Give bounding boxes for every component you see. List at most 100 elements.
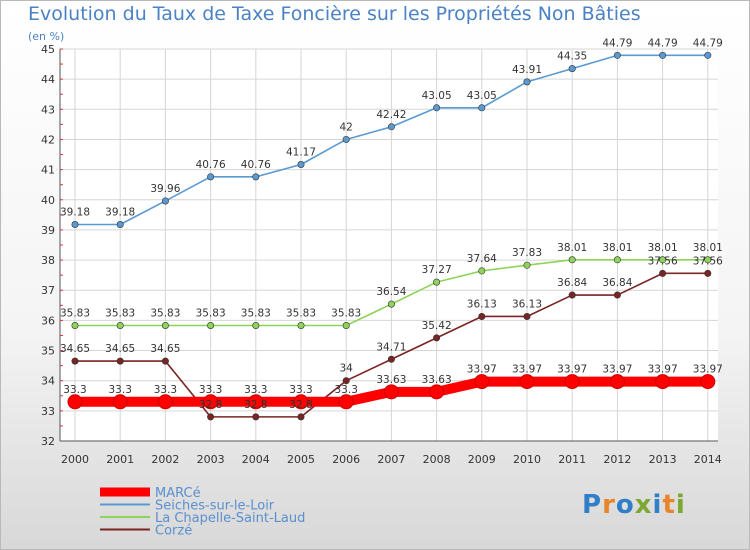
data-label: 35.83 — [331, 308, 361, 320]
data-point — [613, 256, 621, 264]
data-point — [433, 334, 441, 342]
y-tick-label: 32 — [41, 435, 55, 448]
data-point — [659, 269, 667, 277]
y-tick-label: 34 — [41, 375, 55, 388]
data-label: 32.8 — [199, 399, 222, 411]
data-point — [478, 267, 486, 275]
data-label: 33.97 — [648, 364, 678, 376]
data-label: 35.83 — [150, 308, 180, 320]
x-tick-label: 2002 — [151, 453, 179, 466]
data-point — [609, 374, 625, 390]
data-point — [700, 374, 716, 390]
data-label: 34.65 — [150, 343, 180, 355]
data-point — [613, 291, 621, 299]
data-label: 33.3 — [199, 384, 222, 396]
data-label: 35.83 — [241, 308, 271, 320]
data-point — [659, 51, 667, 59]
data-point — [433, 104, 441, 112]
data-label: 33.3 — [289, 384, 312, 396]
data-point — [297, 322, 305, 330]
data-label: 32.8 — [289, 399, 312, 411]
data-label: 37.56 — [648, 255, 678, 267]
data-label: 33.97 — [512, 364, 542, 376]
unit-label: (en %) — [28, 30, 65, 43]
data-point — [338, 394, 354, 410]
data-label: 32.8 — [244, 399, 267, 411]
x-tick-label: 2006 — [332, 453, 360, 466]
data-point — [523, 261, 531, 269]
x-tick-label: 2000 — [61, 453, 89, 466]
data-label: 33.97 — [467, 364, 497, 376]
data-point — [252, 173, 260, 181]
y-tick-label: 37 — [41, 284, 55, 297]
chart-title: Evolution du Taux de Taxe Foncière sur l… — [28, 3, 641, 25]
data-label: 44.79 — [648, 37, 678, 49]
data-point — [704, 269, 712, 277]
logo-letter: i — [675, 490, 686, 520]
data-label: 38.01 — [602, 242, 632, 254]
legend-label: La Chapelle-Saint-Laud — [155, 511, 305, 526]
data-label: 33.3 — [63, 384, 86, 396]
data-label: 33.97 — [557, 364, 587, 376]
legend-label: Corzé — [155, 524, 192, 539]
data-label: 36.84 — [602, 277, 632, 289]
data-label: 38.01 — [693, 242, 723, 254]
data-point — [207, 413, 215, 421]
data-point — [161, 357, 169, 365]
logo-letter: i — [652, 490, 663, 520]
x-tick-label: 2008 — [423, 453, 451, 466]
x-tick-label: 2009 — [468, 453, 496, 466]
data-point — [387, 355, 395, 363]
data-point — [613, 51, 621, 59]
data-label: 37.83 — [512, 247, 542, 259]
x-tick-label: 2004 — [242, 453, 270, 466]
data-label: 33.3 — [335, 384, 358, 396]
data-point — [342, 377, 350, 385]
x-tick-label: 2001 — [106, 453, 134, 466]
y-tick-label: 44 — [41, 73, 55, 86]
data-label: 34.65 — [60, 343, 90, 355]
x-tick-label: 2005 — [287, 453, 315, 466]
data-label: 33.97 — [693, 364, 723, 376]
data-label: 36.13 — [512, 298, 542, 310]
data-label: 35.83 — [196, 308, 226, 320]
data-point — [387, 300, 395, 308]
data-label: 36.84 — [557, 277, 587, 289]
data-label: 37.56 — [693, 255, 723, 267]
data-label: 36.13 — [467, 298, 497, 310]
data-label: 43.91 — [512, 64, 542, 76]
data-label: 41.17 — [286, 146, 316, 158]
data-label: 39.96 — [150, 183, 180, 195]
data-point — [523, 78, 531, 86]
data-label: 33.63 — [376, 374, 406, 386]
x-tick-label: 2003 — [197, 453, 225, 466]
data-label: 42 — [340, 121, 353, 133]
data-point — [478, 104, 486, 112]
data-point — [568, 291, 576, 299]
data-point — [203, 394, 219, 410]
data-label: 42.42 — [376, 109, 406, 121]
data-label: 36.54 — [376, 286, 406, 298]
data-label: 33.3 — [244, 384, 267, 396]
data-label: 34.71 — [376, 341, 406, 353]
data-point — [116, 322, 124, 330]
data-point — [433, 278, 441, 286]
x-tick-label: 2012 — [603, 453, 631, 466]
y-tick-label: 40 — [41, 194, 55, 207]
y-tick-label: 35 — [41, 345, 55, 358]
logo-letter: x — [634, 490, 653, 520]
data-label: 44.79 — [693, 37, 723, 49]
y-tick-label: 39 — [41, 224, 55, 237]
logo-letter: o — [615, 490, 635, 520]
data-point — [207, 173, 215, 181]
logo-letter: r — [602, 490, 616, 520]
x-tick-label: 2007 — [377, 453, 405, 466]
data-label: 44.35 — [557, 51, 587, 63]
data-label: 40.76 — [241, 159, 271, 171]
data-point — [704, 51, 712, 59]
y-tick-label: 43 — [41, 103, 55, 116]
data-point — [564, 374, 580, 390]
plot-area — [60, 49, 718, 441]
data-point — [342, 322, 350, 330]
